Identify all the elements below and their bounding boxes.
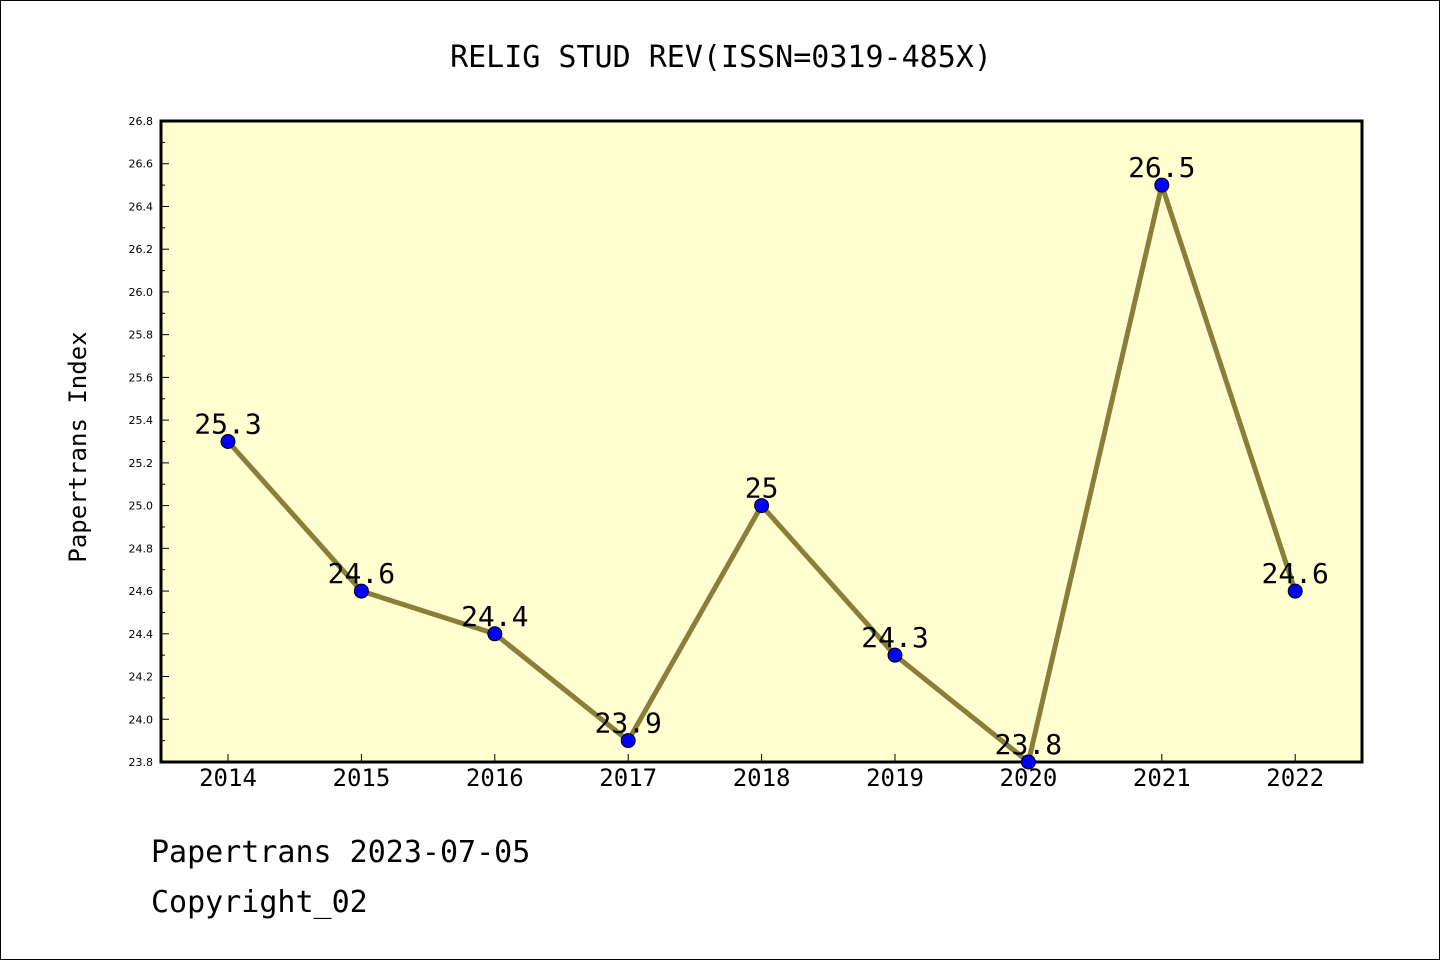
data-series: 25.3 24.6 24.4 23.9 25 24.3 23.8 26.5 24.6 [194,151,1329,770]
y-tick-label: 25.6 [129,371,154,384]
data-point [1287,583,1303,599]
x-tick-label: 2022 [1266,764,1324,792]
data-label: 26.5 [1128,151,1195,184]
data-point [487,626,503,642]
data-label: 25 [745,472,779,505]
y-tick-label: 25.0 [129,500,154,513]
y-tick-label: 24.2 [129,671,154,684]
data-label: 23.8 [995,728,1062,761]
data-point [1154,177,1170,193]
x-tick-label: 2017 [599,764,657,792]
footer-date: Papertrans 2023-07-05 [151,835,531,870]
x-tick-label: 2014 [199,764,257,792]
x-tick-label: 2018 [733,764,791,792]
data-point [220,434,236,449]
y-tick-label: 24.8 [129,542,154,555]
data-label: 25.3 [194,408,261,441]
data-point [620,733,636,749]
y-tick-label: 23.8 [129,756,154,769]
footer-copyright: Copyright_02 [151,885,368,920]
data-point [887,647,903,663]
y-tick-label: 25.2 [129,457,154,470]
data-label: 24.6 [328,557,395,590]
y-tick-label: 26.0 [129,286,154,299]
y-axis-ticks: 23.8 24.0 24.2 24.4 24.6 24.8 25.0 25.2 25.4 25.6… [129,115,169,769]
x-tick-label: 2019 [866,764,924,792]
plot-area [159,119,1364,764]
y-tick-label: 24.6 [129,585,154,598]
y-tick-label: 26.2 [129,243,154,256]
y-tick-label: 25.8 [129,329,154,342]
y-axis-label: Papertrans Index [64,331,92,562]
data-point [754,498,770,514]
data-label: 23.9 [594,707,661,740]
y-tick-label: 26.6 [129,158,154,171]
data-point [353,583,369,599]
y-tick-label: 26.4 [129,200,154,213]
data-label: 24.3 [861,621,928,654]
x-axis-ticks: 2014 2015 2016 2017 2018 2019 2020 2021 2022 [199,754,1324,792]
chart-title: RELIG STUD REV(ISSN=0319-485X) [450,40,992,75]
x-tick-label: 2015 [333,764,391,792]
data-point [1020,754,1036,770]
x-tick-label: 2016 [466,764,524,792]
data-label: 24.6 [1261,557,1328,590]
y-tick-label: 24.4 [129,628,154,641]
y-tick-label: 24.0 [129,713,154,726]
y-tick-label: 25.4 [129,414,154,427]
x-tick-label: 2021 [1133,764,1191,792]
data-label: 24.4 [461,600,528,633]
y-tick-label: 26.8 [129,115,154,128]
